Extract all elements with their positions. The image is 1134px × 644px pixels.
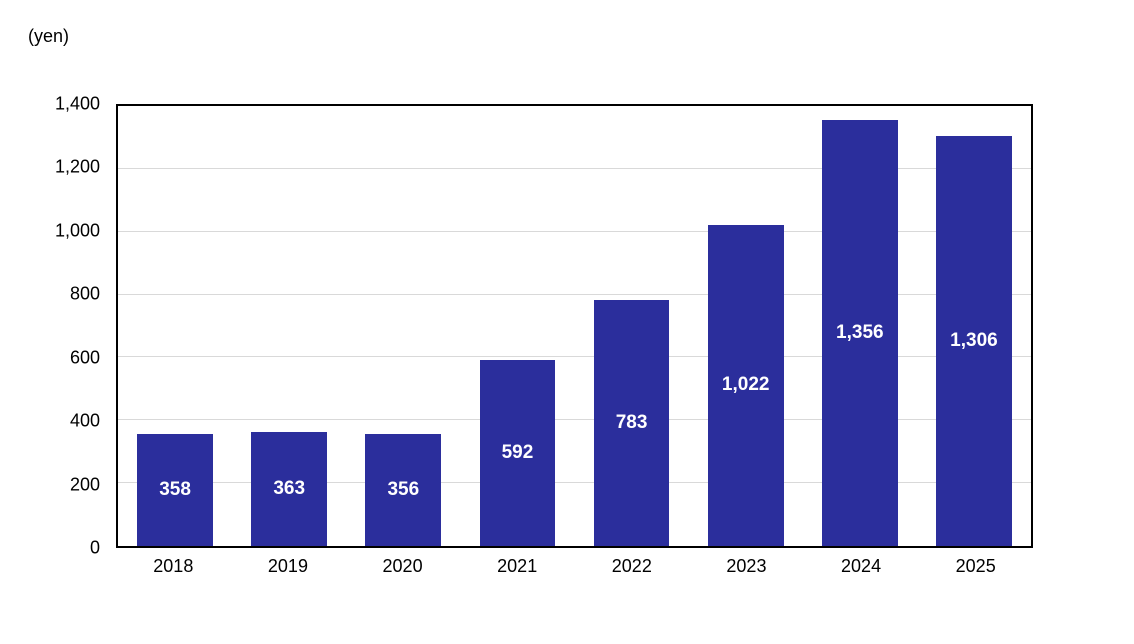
gridline-1,200	[118, 167, 1031, 169]
gridline-800	[118, 293, 1031, 295]
x-tick-label-2024: 2024	[841, 556, 882, 576]
bar-value-label-2020: 356	[387, 479, 420, 501]
x-tick-label-2021: 2021	[497, 556, 538, 576]
x-tick-label-2018: 2018	[153, 556, 194, 576]
bar-value-label-2022: 783	[615, 411, 648, 433]
bar-2025: 1,306	[936, 135, 1012, 546]
bar-2020: 356	[365, 434, 442, 546]
bar-2018: 358	[137, 433, 213, 546]
bar-2021: 592	[479, 359, 556, 546]
gridline-600	[118, 356, 1031, 358]
y-tick-label-600: 600	[69, 347, 100, 368]
bar-2019: 363	[251, 431, 328, 546]
bar-value-label-2024: 1,356	[836, 321, 884, 343]
x-tick-label-2023: 2023	[726, 556, 767, 576]
gridline-1,000	[118, 230, 1031, 232]
bar-value-label-2023: 1,022	[721, 374, 770, 396]
bar-value-label-2025: 1,306	[950, 329, 998, 351]
plot-area: 358 363 356 592 783 1,022 1,356 1,306	[116, 104, 1033, 548]
y-axis-unit-label: (yen)	[28, 26, 70, 46]
gridline-200	[118, 482, 1031, 484]
bar-value-label-2021: 592	[501, 441, 534, 463]
y-tick-label-1,200: 1,200	[54, 156, 100, 177]
bar-value-label-2019: 363	[273, 477, 306, 499]
x-tick-label-2022: 2022	[611, 556, 652, 576]
bar-2022: 783	[593, 299, 670, 546]
y-tick-label-1,400: 1,400	[54, 93, 100, 114]
y-tick-label-400: 400	[69, 410, 100, 431]
x-tick-label-2025: 2025	[955, 556, 996, 576]
y-tick-label-0: 0	[89, 537, 100, 558]
x-axis-tick-labels: 2018 2019 2020 2021 2022 2023 2024 2025	[116, 556, 1033, 580]
bar-2024: 1,356	[821, 119, 898, 546]
y-tick-label-1,000: 1,000	[54, 220, 100, 241]
bar-value-label-2018: 358	[159, 478, 191, 500]
x-tick-label-2020: 2020	[382, 556, 423, 576]
y-axis-tick-labels: 0 200 400 600 800 1,000 1,200 1,400	[0, 0, 100, 644]
y-tick-label-200: 200	[69, 474, 100, 495]
bar-2023: 1,022	[707, 224, 784, 546]
y-tick-label-800: 800	[69, 283, 100, 304]
x-tick-label-2019: 2019	[267, 556, 308, 576]
gridline-400	[118, 419, 1031, 421]
